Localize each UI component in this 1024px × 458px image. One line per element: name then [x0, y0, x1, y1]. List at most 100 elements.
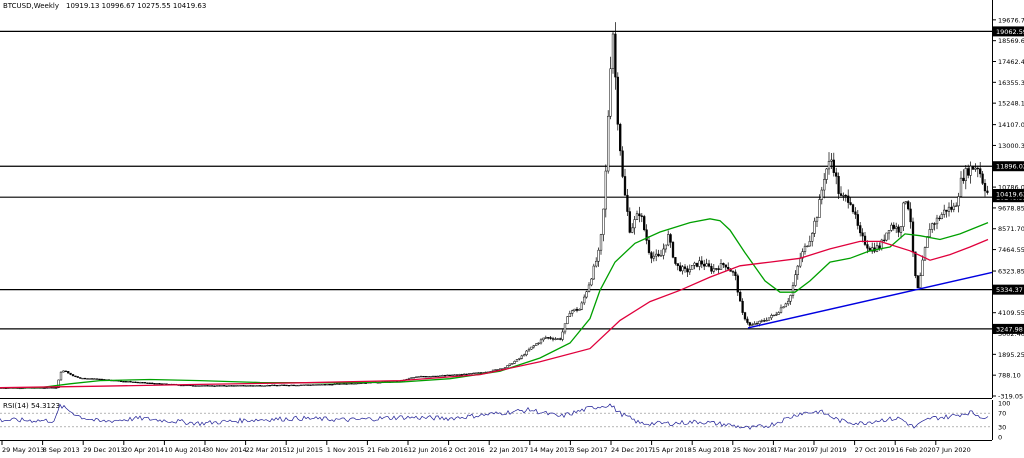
y-tick-label: 13000.30 — [998, 142, 1024, 150]
candle-body — [830, 159, 833, 162]
candle-body — [275, 384, 279, 387]
candle-body — [520, 355, 523, 359]
x-tick-label: 12 Jul 2015 — [286, 446, 323, 454]
candle-body — [955, 205, 958, 207]
y-axis: 19676.75 18569.60 17462.45 16355.30 15248.15… — [992, 16, 1024, 401]
candle-body — [890, 224, 893, 231]
candle-body — [835, 172, 838, 177]
candle-body — [271, 384, 274, 387]
candle-body — [808, 241, 811, 247]
candle-body — [249, 385, 252, 387]
candle-body — [803, 245, 807, 252]
candle-body — [676, 263, 679, 266]
candle-body — [283, 384, 286, 386]
candle-body — [542, 337, 545, 341]
candle-body — [825, 168, 828, 180]
candle-body — [559, 338, 562, 340]
candle-body — [844, 195, 847, 197]
y-tick-label: 18569.60 — [998, 37, 1024, 45]
candle-body — [86, 378, 89, 380]
candle-body — [295, 384, 298, 387]
candle-body — [556, 338, 559, 340]
candle-body — [407, 377, 411, 380]
candle-body — [69, 372, 72, 375]
candle-body — [662, 248, 665, 256]
candle-body — [239, 385, 243, 387]
candle-body — [59, 371, 63, 381]
candle-body — [537, 342, 540, 345]
candle-body — [350, 383, 353, 385]
candle-body — [919, 275, 922, 288]
candle-body — [513, 361, 516, 364]
candle-body — [527, 348, 531, 352]
rsi-tick-label: 100 — [998, 400, 1010, 408]
candle-body — [544, 337, 547, 339]
candle-body — [979, 168, 982, 175]
candle-body — [191, 385, 195, 387]
candle-body — [645, 229, 648, 241]
candle-body — [976, 167, 979, 170]
candle-body — [851, 204, 855, 213]
candle-body — [599, 234, 603, 251]
candle-body — [122, 381, 125, 383]
y-tick-label: 19676.75 — [998, 16, 1024, 24]
candle-body — [83, 377, 87, 380]
candle-body — [431, 375, 435, 378]
candle-body — [703, 263, 706, 267]
candle-body — [515, 359, 519, 362]
candle-body — [688, 269, 691, 273]
candle-body — [292, 384, 295, 387]
support-trendline — [747, 271, 993, 329]
candle-body — [211, 385, 214, 387]
candle-body — [119, 380, 123, 382]
candle-body — [263, 385, 267, 387]
candle-body — [923, 247, 927, 261]
candle-body — [213, 385, 216, 387]
candle-body — [604, 170, 607, 210]
level-label: 5334.37 — [996, 286, 1023, 294]
candle-body — [422, 375, 425, 378]
y-tick-label: 17462.45 — [998, 58, 1024, 66]
candle-body — [734, 271, 737, 276]
x-tick-label: 3 Sep 2017 — [570, 446, 607, 454]
rsi-line — [0, 403, 989, 430]
candle-body — [465, 373, 468, 376]
candle-body — [511, 363, 514, 365]
candle-body — [686, 268, 689, 273]
candle-body — [640, 215, 643, 217]
candle-body — [503, 367, 507, 369]
candle-body — [719, 263, 723, 270]
candle-body — [722, 263, 725, 266]
candle-body — [671, 242, 675, 258]
candle-body — [945, 209, 948, 212]
candle-body — [124, 381, 127, 383]
candle-body — [659, 255, 663, 257]
candle-body — [319, 384, 322, 386]
candle-body — [650, 252, 653, 259]
candle-body — [299, 384, 303, 387]
level-label: 11896.02 — [996, 163, 1024, 171]
candle-body — [470, 373, 473, 375]
candle-body — [266, 385, 269, 387]
candle-body — [52, 387, 55, 389]
candle-body — [767, 317, 771, 321]
candle-body — [532, 345, 535, 348]
candle-body — [981, 173, 984, 184]
candle-body — [81, 377, 84, 380]
x-tick-label: 21 Feb 2016 — [367, 446, 407, 454]
candle-body — [679, 265, 682, 272]
candle-body — [820, 189, 823, 200]
y-tick-label: 15248.15 — [998, 100, 1024, 108]
candle-body — [446, 374, 449, 377]
candle-body — [215, 385, 219, 387]
x-tick-label: 20 Apr 2014 — [124, 446, 164, 454]
candle-body — [98, 378, 101, 381]
candle-body — [907, 201, 910, 210]
candle-body — [875, 245, 879, 252]
candle-body — [647, 240, 651, 253]
candle-body — [638, 213, 641, 217]
candle-body — [681, 266, 684, 272]
x-tick-label: 24 Dec 2017 — [611, 446, 653, 454]
candle-body — [525, 350, 528, 356]
candle-body — [707, 263, 711, 267]
